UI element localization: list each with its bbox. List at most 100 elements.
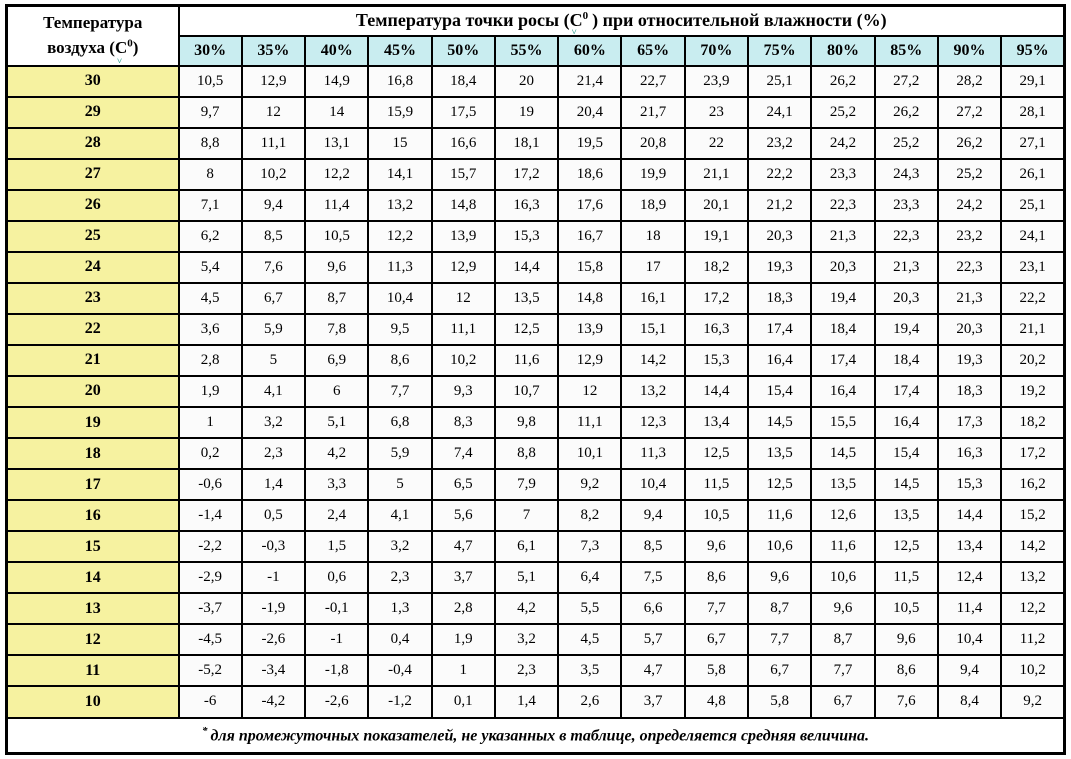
humidity-col-header: 45% bbox=[367, 34, 433, 67]
dew-point-cell: 7,7 bbox=[367, 374, 433, 409]
dew-point-cell: 0,1 bbox=[430, 685, 496, 719]
dew-point-cell: 19,1 bbox=[683, 219, 750, 253]
dew-point-cell: -2,6 bbox=[304, 685, 370, 719]
humidity-col-header: 30% bbox=[177, 34, 243, 67]
dew-point-cell: 25,2 bbox=[936, 157, 1003, 191]
dew-point-cell: 17,2 bbox=[683, 281, 750, 315]
table-row: 10 -6 -4,2 -2,6 -1,2 0,1 1,4 2,6 3,7 4,8 5,8 6,7 7,6… bbox=[5, 685, 1066, 719]
dew-point-cell: 2,3 bbox=[240, 437, 307, 471]
dew-point-cell: 4,5 bbox=[557, 623, 623, 657]
dew-point-cell: 16,3 bbox=[683, 312, 750, 346]
dew-point-cell: 7,5 bbox=[620, 561, 686, 595]
dew-point-cell: 19,3 bbox=[936, 343, 1003, 377]
dew-point-cell: 10,5 bbox=[304, 219, 370, 253]
dew-point-cell: 14,2 bbox=[620, 343, 686, 377]
dew-point-cell: 9,6 bbox=[683, 530, 750, 564]
dew-point-cell: 11,6 bbox=[493, 343, 560, 377]
dew-point-cell: 1,4 bbox=[240, 468, 307, 502]
air-temp-cell: 17 bbox=[5, 468, 180, 502]
dew-point-cell: 8,5 bbox=[620, 530, 686, 564]
dew-point-cell: 27,2 bbox=[936, 95, 1003, 129]
dew-point-cell: 14,8 bbox=[430, 188, 496, 222]
dew-point-cell: 19,4 bbox=[810, 281, 876, 315]
table-row: 26 7,1 9,4 11,4 13,2 14,8 16,3 17,6 18,9 20,1 21,2… bbox=[5, 188, 1066, 222]
dew-point-cell: 22,2 bbox=[1000, 281, 1066, 315]
dew-point-cell: 22 bbox=[683, 126, 750, 160]
dew-point-cell: 18,4 bbox=[810, 312, 876, 346]
dew-point-cell: 23,9 bbox=[683, 64, 750, 98]
air-temp-cell: 11 bbox=[5, 654, 180, 688]
dew-point-cell: 3,7 bbox=[620, 685, 686, 719]
dew-point-cell: 23,3 bbox=[810, 157, 876, 191]
humidity-col-header: 80% bbox=[810, 34, 876, 67]
dew-point-cell: -1,8 bbox=[304, 654, 370, 688]
dew-point-cell: 21,3 bbox=[810, 219, 876, 253]
humidity-col-header: 55% bbox=[493, 34, 560, 67]
dew-point-cell: 12,5 bbox=[683, 437, 750, 471]
air-temp-cell: 19 bbox=[5, 406, 180, 440]
air-temp-cell: 27 bbox=[5, 157, 180, 191]
dew-point-cell: 8,6 bbox=[367, 343, 433, 377]
table-row: 29 9,7 12 14 15,9 17,5 19 20,4 21,7 23 24,1 25,2 26,… bbox=[5, 95, 1066, 129]
table-title: Температура точки росы (С0 ˅) при относит… bbox=[177, 4, 1066, 37]
dew-point-cell: 17,4 bbox=[873, 374, 939, 409]
humidity-col-header: 75% bbox=[747, 34, 813, 67]
humidity-col-header: 40% bbox=[304, 34, 370, 67]
air-temp-cell: 12 bbox=[5, 623, 180, 657]
dew-point-cell: 10,6 bbox=[810, 561, 876, 595]
dew-point-cell: 13,4 bbox=[683, 406, 750, 440]
dew-point-cell: 12,9 bbox=[430, 250, 496, 284]
dew-point-cell: 13,9 bbox=[557, 312, 623, 346]
table-row: 17 -0,6 1,4 3,3 5 6,5 7,9 9,2 10,4 11,5 12,5 13,5 14… bbox=[5, 468, 1066, 502]
dew-point-cell: 0,5 bbox=[240, 499, 307, 533]
dew-point-cell: 14,4 bbox=[493, 250, 560, 284]
dew-point-cell: 9,6 bbox=[304, 250, 370, 284]
dew-point-cell: -5,2 bbox=[177, 654, 243, 688]
dew-point-cell: 5,5 bbox=[557, 592, 623, 626]
dew-point-cell: 14,5 bbox=[873, 468, 939, 502]
dew-point-cell: 20,3 bbox=[747, 219, 813, 253]
dew-point-cell: 21,2 bbox=[747, 188, 813, 222]
air-temp-cell: 24 bbox=[5, 250, 180, 284]
dew-point-cell: 23,2 bbox=[747, 126, 813, 160]
dew-point-cell: 11,6 bbox=[810, 530, 876, 564]
dew-point-cell: 14,8 bbox=[557, 281, 623, 315]
dew-point-cell: 16,3 bbox=[936, 437, 1003, 471]
dew-point-cell: 14,2 bbox=[1000, 530, 1066, 564]
dew-point-cell: 13,9 bbox=[430, 219, 496, 253]
dew-point-cell: 21,1 bbox=[1000, 312, 1066, 346]
dew-point-cell: 19,5 bbox=[557, 126, 623, 160]
dew-point-cell: 0,2 bbox=[177, 437, 243, 471]
table-row: 14 -2,9 -1 0,6 2,3 3,7 5,1 6,4 7,5 8,6 9,6 10,6 11,5… bbox=[5, 561, 1066, 595]
dew-point-cell: 8 bbox=[177, 157, 243, 191]
dew-point-cell: 25,2 bbox=[810, 95, 876, 129]
dew-point-cell: 27,2 bbox=[873, 64, 939, 98]
dew-point-cell: 14,4 bbox=[683, 374, 750, 409]
humidity-header-row: 30% 35% 40% 45% 50% 55% 60% 65% 70% 75% 80% 85% 90% 9… bbox=[7, 34, 1066, 67]
dew-point-cell: 17,5 bbox=[430, 95, 496, 129]
dew-point-cell: 5,9 bbox=[240, 312, 307, 346]
air-temp-cell: 16 bbox=[5, 499, 180, 533]
air-temp-cell: 13 bbox=[5, 592, 180, 626]
dew-point-cell: 12,6 bbox=[810, 499, 876, 533]
air-temp-cell: 10 bbox=[5, 685, 180, 719]
footnote-row: * для промежуточных показателей, не указа… bbox=[5, 716, 1066, 755]
dew-point-cell: 11,6 bbox=[747, 499, 813, 533]
dew-point-cell: 13,1 bbox=[304, 126, 370, 160]
air-temp-cell: 18 bbox=[5, 437, 180, 471]
dew-point-cell: 16,1 bbox=[620, 281, 686, 315]
dew-point-cell: 10,5 bbox=[177, 64, 243, 98]
dew-point-cell: 15,3 bbox=[936, 468, 1003, 502]
dew-point-cell: 2,3 bbox=[367, 561, 433, 595]
dew-point-cell: 10,1 bbox=[557, 437, 623, 471]
dew-point-cell: 6,1 bbox=[493, 530, 560, 564]
dew-point-cell: 1,4 bbox=[493, 685, 560, 719]
dew-point-cell: 14,9 bbox=[304, 64, 370, 98]
dew-point-cell: 10,4 bbox=[936, 623, 1003, 657]
dew-point-cell: 6,4 bbox=[557, 561, 623, 595]
dew-point-cell: 6,6 bbox=[620, 592, 686, 626]
dew-point-cell: 4,2 bbox=[304, 437, 370, 471]
dew-point-cell: 11,5 bbox=[873, 561, 939, 595]
footnote: * для промежуточных показателей, не указа… bbox=[5, 716, 1066, 755]
dew-point-cell: 19,3 bbox=[747, 250, 813, 284]
